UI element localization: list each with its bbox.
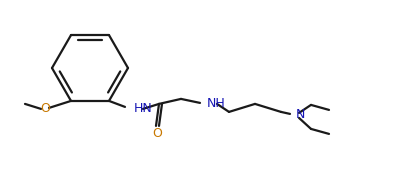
Text: O: O [153, 127, 162, 140]
Text: N: N [296, 108, 305, 121]
Text: O: O [40, 102, 50, 115]
Text: HN: HN [134, 102, 153, 115]
Text: NH: NH [207, 97, 226, 110]
